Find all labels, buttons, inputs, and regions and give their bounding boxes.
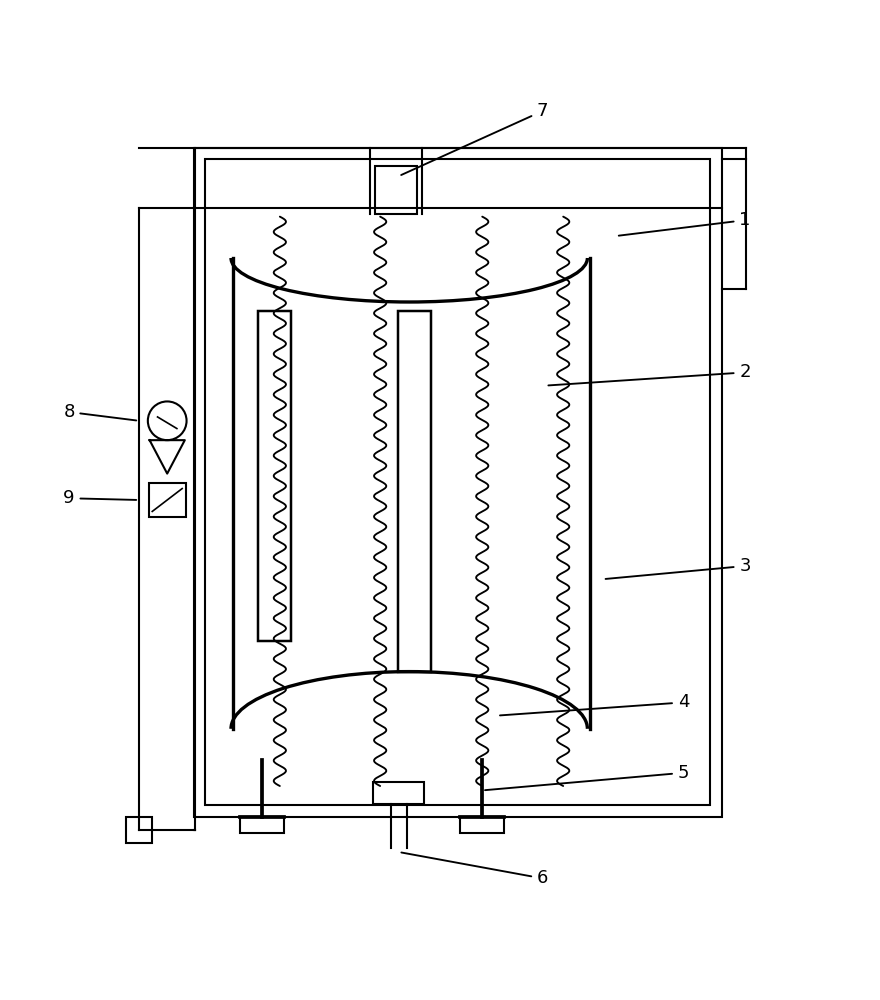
Text: 2: 2 — [548, 363, 751, 385]
Text: 4: 4 — [500, 693, 689, 715]
Bar — [460, 817, 504, 833]
Bar — [126, 817, 152, 843]
Bar — [375, 166, 417, 214]
Bar — [205, 159, 710, 805]
Text: 5: 5 — [485, 764, 689, 790]
Text: 3: 3 — [605, 557, 751, 579]
Text: 6: 6 — [401, 853, 548, 887]
Bar — [258, 311, 291, 641]
Bar — [149, 483, 186, 517]
Bar — [398, 311, 431, 672]
Text: 7: 7 — [401, 102, 548, 175]
Text: 9: 9 — [63, 489, 136, 507]
Text: 8: 8 — [63, 403, 136, 421]
Bar — [373, 782, 424, 804]
Bar — [194, 148, 722, 817]
Text: 1: 1 — [619, 211, 751, 236]
Bar — [240, 817, 284, 833]
